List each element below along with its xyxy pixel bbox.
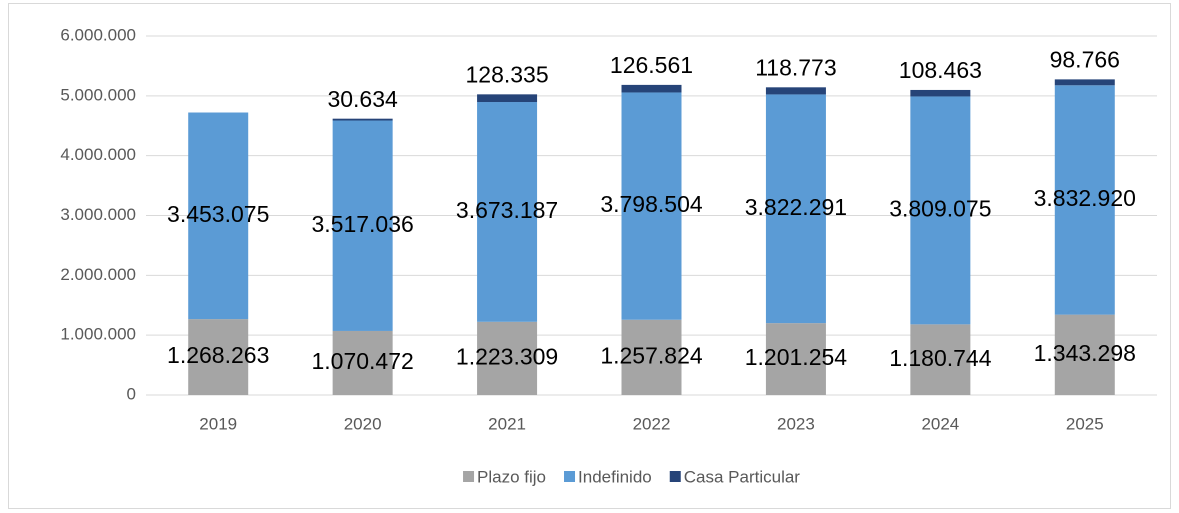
data-label: 1.201.254 — [745, 344, 848, 370]
bar-segment — [332, 118, 393, 121]
data-label: 126.561 — [610, 52, 693, 78]
x-tick-label: 2025 — [1066, 414, 1104, 433]
data-label: 1.257.824 — [600, 342, 703, 368]
data-label: 1.343.298 — [1034, 340, 1136, 366]
bar-segment — [1054, 85, 1115, 315]
data-label: 1.268.263 — [167, 342, 269, 368]
data-label: 3.809.075 — [889, 195, 991, 221]
y-tick-label: 0 — [127, 384, 136, 403]
legend-swatch — [463, 471, 475, 482]
data-label: 3.673.187 — [456, 197, 558, 223]
bar-segment — [621, 92, 682, 320]
bar-segment — [1054, 314, 1115, 395]
chart-frame — [8, 3, 1171, 509]
x-tick-label: 2019 — [199, 414, 237, 433]
x-tick-label: 2024 — [921, 414, 959, 433]
data-label: 108.463 — [899, 57, 982, 83]
data-label: 3.798.504 — [600, 191, 703, 217]
y-tick-label: 6.000.000 — [60, 25, 136, 44]
data-label: 3.832.920 — [1034, 185, 1136, 211]
data-label: 3.517.036 — [311, 211, 413, 237]
legend-label: Plazo fijo — [477, 467, 546, 486]
data-label: 1.070.472 — [311, 348, 413, 374]
data-label: 30.634 — [327, 86, 398, 112]
data-label: 118.773 — [755, 54, 836, 80]
x-tick-label: 2022 — [633, 414, 671, 433]
bar-segment — [477, 102, 538, 322]
data-label: 3.453.075 — [167, 201, 269, 227]
bar-segment — [765, 94, 826, 324]
bar-segment — [621, 319, 682, 395]
data-label: 3.822.291 — [745, 194, 847, 220]
bar-segment — [477, 94, 538, 103]
x-tick-label: 2023 — [777, 414, 815, 433]
data-label: 1.223.309 — [456, 343, 558, 369]
bar-segment — [1054, 79, 1115, 86]
legend-label: Casa Particular — [684, 467, 801, 486]
bar-segment — [621, 84, 682, 93]
legend-swatch — [564, 471, 576, 482]
bar-segment — [332, 120, 393, 331]
y-tick-label: 4.000.000 — [60, 145, 136, 164]
legend-label: Indefinido — [578, 467, 652, 486]
bar-segment — [910, 324, 971, 395]
bar-segment — [332, 330, 393, 395]
bar-segment — [477, 321, 538, 395]
bar-segment — [188, 112, 249, 320]
bar-segment — [765, 87, 826, 95]
bar-segment — [765, 323, 826, 395]
data-label: 98.766 — [1050, 46, 1120, 72]
y-tick-label: 2.000.000 — [60, 265, 136, 284]
bar-segment — [910, 89, 971, 97]
data-label: 1.180.744 — [889, 345, 992, 371]
y-tick-label: 1.000.000 — [60, 325, 136, 344]
legend-swatch — [669, 471, 681, 482]
x-tick-label: 2021 — [488, 414, 526, 433]
y-tick-label: 5.000.000 — [60, 85, 136, 104]
bar-segment — [188, 319, 249, 395]
y-tick-label: 3.000.000 — [60, 205, 136, 224]
data-label: 128.335 — [466, 61, 549, 87]
bar-segment — [910, 96, 971, 325]
x-tick-label: 2020 — [344, 414, 382, 433]
